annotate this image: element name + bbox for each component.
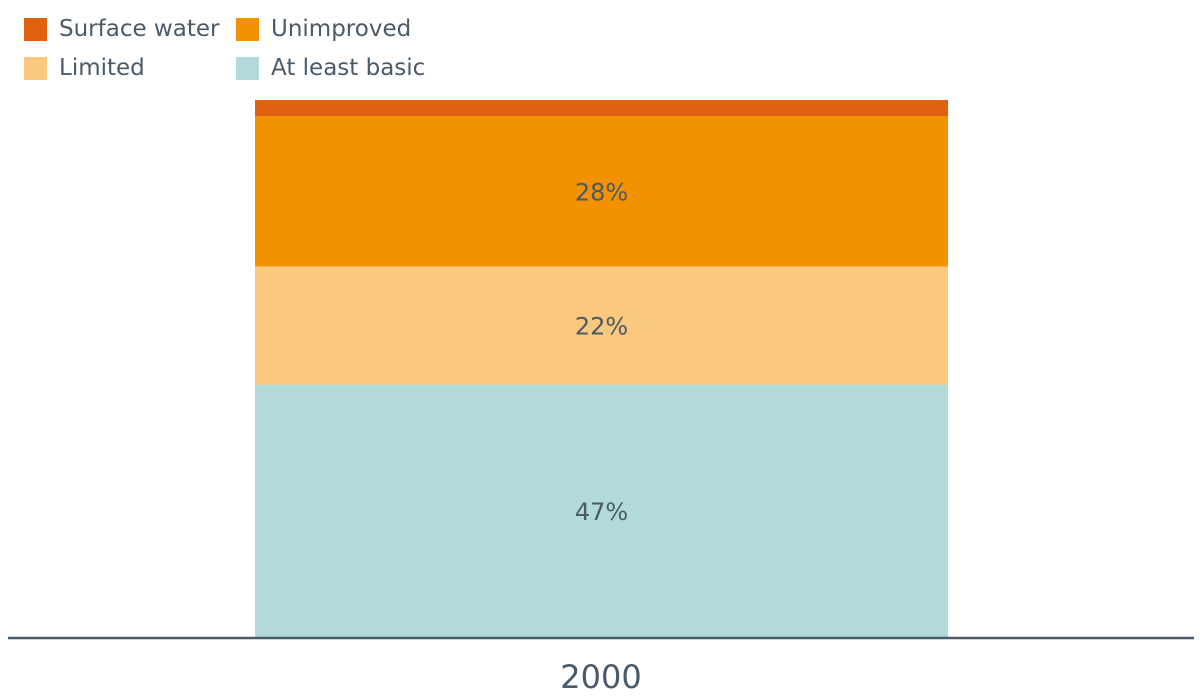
chart-legend: Surface water Unimproved Limited At leas…	[24, 12, 464, 92]
bar-stack	[255, 100, 948, 637]
legend-swatch-at-least-basic	[236, 56, 259, 80]
legend-label-unimproved: Unimproved	[271, 16, 412, 42]
legend-label-at-least-basic: At least basic	[271, 55, 426, 81]
legend-item-limited: Limited	[24, 53, 145, 83]
bar-segment-limited	[255, 266, 948, 385]
legend-item-surface-water: Surface water	[24, 14, 219, 44]
bar-segment-at-least-basic	[255, 384, 948, 637]
data-label-limited: 22%	[575, 313, 628, 341]
legend-swatch-surface-water	[24, 17, 47, 41]
legend-swatch-unimproved	[236, 17, 259, 41]
legend-label-limited: Limited	[59, 55, 145, 81]
segment-labels: 47% 22% 28%	[575, 178, 628, 526]
legend-label-surface-water: Surface water	[59, 16, 220, 42]
data-label-at-least-basic: 47%	[575, 498, 628, 526]
x-tick-label-2000: 2000	[560, 658, 641, 696]
legend-item-at-least-basic: At least basic	[236, 53, 425, 83]
data-label-unimproved: 28%	[575, 178, 628, 206]
bar-segment-surface-water	[255, 100, 948, 117]
legend-item-unimproved: Unimproved	[236, 14, 411, 44]
legend-swatch-limited	[24, 56, 47, 80]
bar-segment-unimproved	[255, 116, 948, 267]
